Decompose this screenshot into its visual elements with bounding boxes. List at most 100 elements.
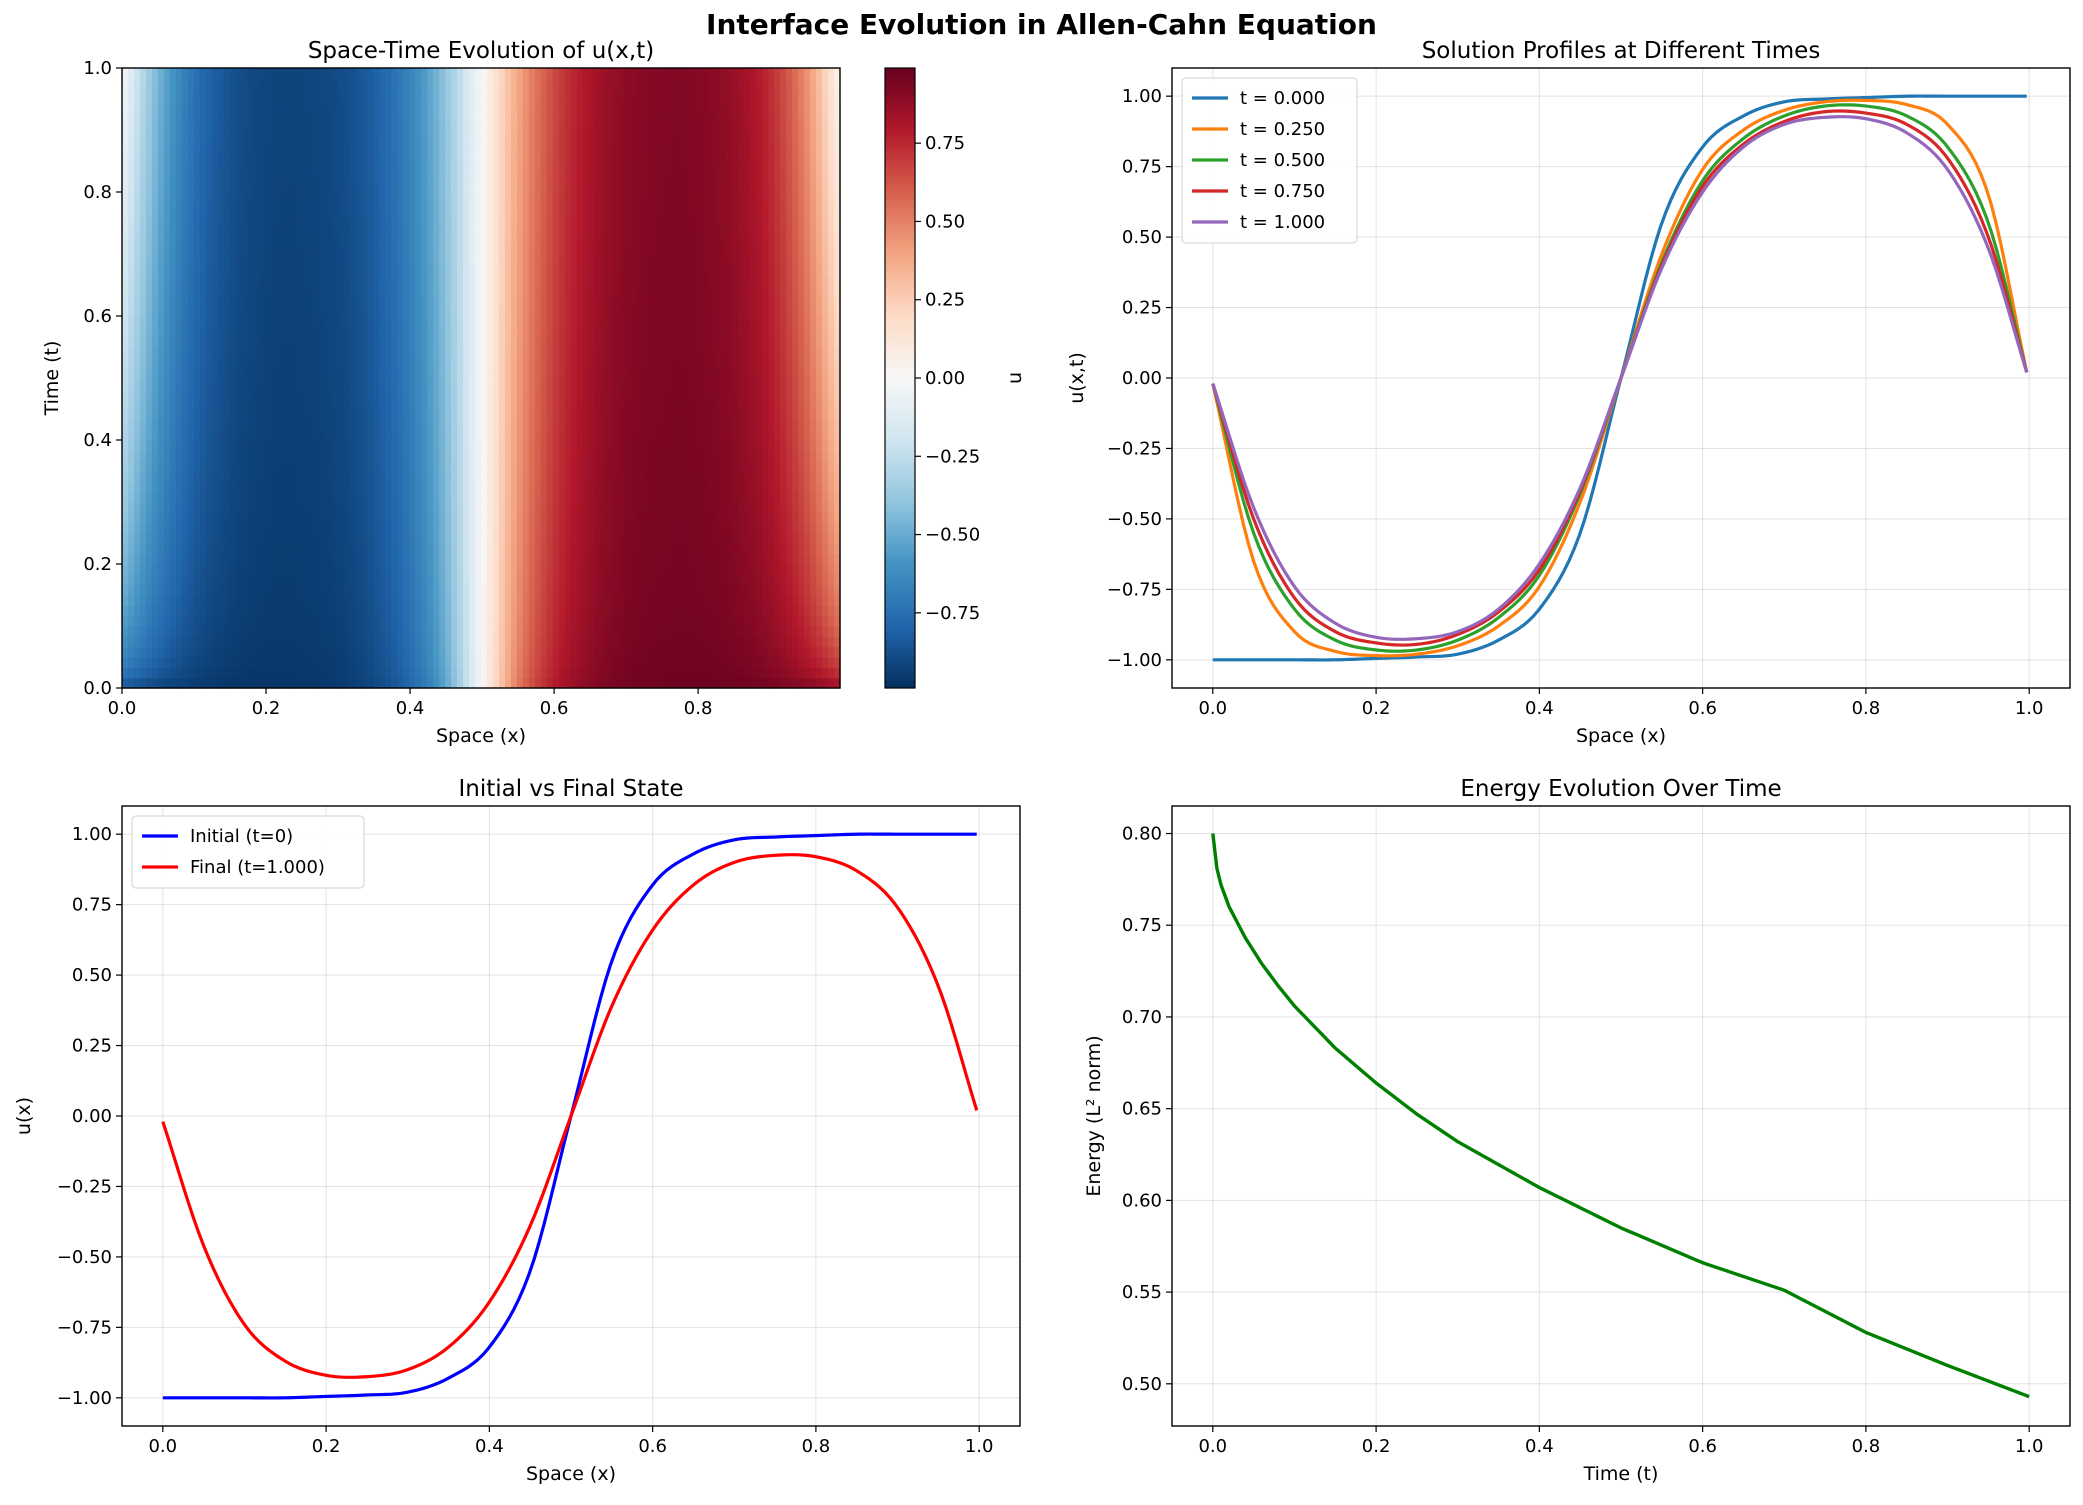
heatmap-cell xyxy=(678,440,686,451)
heatmap-cell xyxy=(666,657,674,668)
heatmap-cell xyxy=(451,316,458,327)
heatmap-cell xyxy=(397,295,404,307)
heatmap-cell xyxy=(337,574,344,586)
heatmap-cell xyxy=(319,533,327,544)
heatmap-cell xyxy=(828,326,835,338)
heatmap-cell xyxy=(546,533,554,544)
heatmap-cell xyxy=(582,471,590,482)
heatmap-cell xyxy=(175,595,183,606)
heatmap-cell xyxy=(618,522,626,534)
heatmap-cell xyxy=(403,398,410,410)
heatmap-cell xyxy=(211,295,219,307)
heatmap-cell xyxy=(145,367,153,379)
heatmap-cell xyxy=(355,316,362,327)
heatmap-cell xyxy=(588,481,596,493)
heatmap-cell xyxy=(349,657,356,668)
heatmap-cell xyxy=(588,667,596,679)
heatmap-cell xyxy=(738,378,745,389)
heatmap-cell xyxy=(217,626,225,637)
heatmap-cell xyxy=(504,316,512,327)
heatmap-cell xyxy=(439,522,446,534)
heatmap-cell xyxy=(648,460,656,472)
heatmap-cell xyxy=(427,595,434,606)
heatmap-cell xyxy=(792,429,799,441)
heatmap-cell xyxy=(397,264,404,276)
heatmap-cell xyxy=(552,584,560,596)
heatmap-cell xyxy=(630,378,638,389)
heatmap-cell xyxy=(127,584,135,596)
heatmap-cell xyxy=(163,409,171,420)
heatmap-cell xyxy=(247,667,255,679)
heatmap-cell xyxy=(409,347,416,358)
heatmap-cell xyxy=(762,398,769,410)
heatmap-cell xyxy=(361,274,368,286)
heatmap-cell xyxy=(259,295,267,307)
heatmap-cell xyxy=(822,574,829,586)
heatmap-cell xyxy=(271,553,279,565)
heatmap-cell xyxy=(193,512,201,524)
heatmap-cell xyxy=(391,615,398,627)
heatmap-cell xyxy=(522,564,530,575)
heatmap-cell xyxy=(295,646,303,658)
heatmap-cell xyxy=(355,543,362,555)
heatmap-cell xyxy=(373,440,380,451)
heatmap-cell xyxy=(642,264,650,276)
heatmap-cell xyxy=(463,336,470,348)
heatmap-cell xyxy=(612,274,620,286)
heatmap-cell xyxy=(654,450,662,462)
heatmap-cell xyxy=(217,378,225,389)
heatmap-cell xyxy=(570,595,578,606)
heatmap-cell xyxy=(439,564,446,575)
heatmap-cell xyxy=(463,626,470,637)
heatmap-cell xyxy=(756,419,763,431)
heatmap-cell xyxy=(199,316,207,327)
heatmap-cell xyxy=(552,326,560,338)
heatmap-cell xyxy=(457,398,464,410)
heatmap-cell xyxy=(498,491,506,503)
heatmap-cell xyxy=(666,512,674,524)
heatmap-cell xyxy=(301,677,309,689)
heatmap-cell xyxy=(702,305,709,317)
heatmap-cell xyxy=(451,574,458,586)
heatmap-cell xyxy=(229,347,237,358)
heatmap-cell xyxy=(271,677,279,689)
heatmap-cell xyxy=(157,429,165,441)
heatmap-cell xyxy=(145,564,153,575)
heatmap-cell xyxy=(720,398,727,410)
heatmap-cell xyxy=(786,388,793,400)
heatmap-cell xyxy=(122,336,129,348)
heatmap-cell xyxy=(199,553,207,565)
heatmap-cell xyxy=(558,491,566,503)
heatmap-cell xyxy=(127,491,135,503)
heatmap-cell xyxy=(481,584,488,596)
heatmap-cell xyxy=(349,274,356,286)
heatmap-cell xyxy=(409,584,416,596)
heatmap-cell xyxy=(433,254,440,265)
heatmap-cell xyxy=(738,626,745,637)
heatmap-cell xyxy=(169,626,177,637)
heatmap-cell xyxy=(133,584,141,596)
heatmap-cell xyxy=(241,512,249,524)
heatmap-cell xyxy=(774,626,781,637)
heatmap-cell xyxy=(409,285,416,296)
heatmap-cell xyxy=(558,657,566,668)
heatmap-cell xyxy=(594,440,602,451)
heatmap-cell xyxy=(133,450,141,462)
heatmap-cell xyxy=(714,491,721,503)
heatmap-cell xyxy=(445,316,452,327)
heatmap-cell xyxy=(636,584,644,596)
heatmap-cell xyxy=(433,336,440,348)
heatmap-cell xyxy=(786,677,793,689)
heatmap-cell xyxy=(702,336,709,348)
heatmap-cell xyxy=(546,336,554,348)
heatmap-cell xyxy=(726,326,733,338)
heatmap-cell xyxy=(277,657,285,668)
heatmap-cell xyxy=(481,409,488,420)
heatmap-cell xyxy=(630,657,638,668)
heatmap-cell xyxy=(534,429,542,441)
heatmap-cell xyxy=(492,502,500,513)
heatmap-cell xyxy=(510,274,518,286)
heatmap-cell xyxy=(528,254,536,265)
heatmap-cell xyxy=(540,522,548,534)
heatmap-cell xyxy=(588,636,596,648)
